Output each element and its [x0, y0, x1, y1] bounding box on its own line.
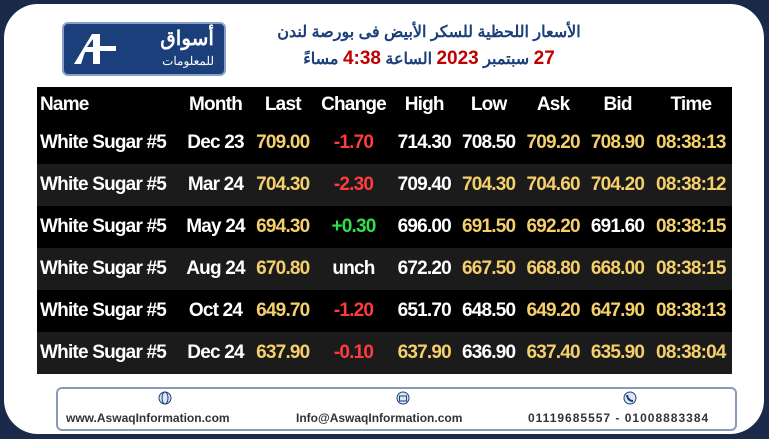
table-cell: 08:38:13 [656, 132, 726, 153]
date-part: 27 [533, 48, 555, 69]
title: الأسعار اللحظية للسكر الأبيض فى بورصة لن… [277, 24, 581, 41]
table-cell: 704.60 [520, 164, 586, 206]
table-cell: 691.50 [462, 216, 516, 237]
table-cell: -1.70 [333, 132, 374, 153]
table-cell: 08:38:13 [656, 300, 726, 321]
table-cell: 704.30 [456, 164, 521, 206]
email: Info@AswaqInformation.com [296, 411, 463, 425]
column-header: Last [264, 93, 302, 115]
column-header: Bid [603, 93, 632, 115]
column-header: Time [670, 93, 712, 115]
footer: www.AswaqInformation.com Info@AswaqInfor… [56, 387, 737, 431]
table-cell: 667.50 [456, 248, 521, 290]
table-row: White Sugar #5 May 24 694.30 +0.30 696.00 691… [37, 206, 732, 248]
table-cell: -0.10 [315, 332, 393, 374]
table-cell: 709.40 [392, 164, 457, 206]
table-cell: 637.40 [520, 332, 586, 374]
table-cell: 670.80 [250, 248, 316, 290]
column-header: Month [189, 93, 243, 115]
column-header: Low [470, 93, 507, 115]
logo-icon [74, 34, 116, 64]
table-cell: 651.70 [397, 300, 452, 321]
table-cell: White Sugar #5 [40, 300, 167, 321]
column-header: High [404, 93, 445, 115]
phone: 01119685557 - 01008883384 [528, 411, 710, 425]
table-cell: 635.90 [585, 332, 650, 374]
table-cell: -1.20 [333, 300, 374, 321]
date-part: 4:38 [342, 48, 381, 69]
table-cell: unch [315, 248, 393, 290]
date-part: 2023 [436, 48, 479, 69]
column-header: Change [321, 93, 387, 115]
table-cell: 691.60 [590, 216, 645, 237]
table-cell: 704.20 [585, 164, 650, 206]
table-cell: Dec 24 [180, 332, 251, 374]
table-cell: 08:38:15 [649, 248, 732, 290]
phone-icon [623, 391, 637, 405]
table-cell: 637.90 [392, 332, 457, 374]
table-cell: 704.30 [250, 164, 316, 206]
table-cell: 692.20 [526, 216, 580, 237]
table-cell: 668.00 [585, 248, 650, 290]
date-part: مساءً [303, 51, 339, 68]
table-cell: 708.50 [462, 132, 516, 153]
table-row: White Sugar #5 Dec 23 709.00 -1.70 714.30 708… [37, 122, 732, 164]
table-cell: White Sugar #5 [40, 132, 167, 153]
web-icon [158, 391, 172, 405]
table-cell: 694.30 [256, 216, 310, 237]
table-cell: May 24 [186, 216, 245, 237]
table-cell: 637.90 [250, 332, 316, 374]
column-header: Name [40, 93, 89, 115]
table-row: White Sugar #5 Aug 24 670.80 unch 672.20 667.… [37, 248, 732, 290]
website: www.AswaqInformation.com [66, 411, 230, 425]
logo-name: أسواق [160, 28, 214, 50]
table-cell: Mar 24 [180, 164, 251, 206]
table-cell: 708.90 [590, 132, 645, 153]
table-cell: White Sugar #5 [37, 248, 181, 290]
date-line: 27 سبتمبر 2023 الساعة 4:38 مساءً [214, 48, 644, 70]
header-row: Name Month Last Change High Low Ask Bid Time [37, 87, 732, 122]
date-part: الساعة [385, 51, 433, 68]
table-row: White Sugar #5 Oct 24 649.70 -1.20 651.70 648… [37, 290, 732, 332]
table-cell: Oct 24 [188, 300, 243, 321]
column-header: Ask [536, 93, 570, 115]
table-cell: 668.80 [520, 248, 586, 290]
table-cell: 714.30 [397, 132, 452, 153]
table-cell: 08:38:12 [649, 164, 732, 206]
table-cell: White Sugar #5 [37, 164, 181, 206]
logo: أسواق للمعلومات [62, 22, 226, 76]
table-cell: 08:38:04 [649, 332, 732, 374]
table-row: White Sugar #5 Mar 24 704.30 -2.30 709.40 704… [37, 164, 732, 206]
table-cell: 08:38:15 [656, 216, 726, 237]
table-cell: Dec 23 [187, 132, 244, 153]
date-part: سبتمبر [483, 51, 530, 68]
table-cell: Aug 24 [180, 248, 251, 290]
table-cell: White Sugar #5 [37, 332, 181, 374]
table-cell: 649.20 [526, 300, 580, 321]
email-icon [396, 391, 410, 405]
table-cell: 709.00 [256, 132, 310, 153]
table-row: White Sugar #5 Dec 24 637.90 -0.10 637.90 636… [37, 332, 732, 374]
table-cell: White Sugar #5 [40, 216, 167, 237]
table-cell: 636.90 [456, 332, 521, 374]
table-cell: -2.30 [315, 164, 393, 206]
table-cell: +0.30 [331, 216, 376, 237]
price-table: Name Month Last Change High Low Ask Bid Time Whit… [37, 87, 732, 374]
logo-subtitle: للمعلومات [162, 54, 214, 68]
table-cell: 648.50 [462, 300, 516, 321]
table-cell: 672.20 [392, 248, 457, 290]
table-cell: 709.20 [526, 132, 580, 153]
table-cell: 696.00 [397, 216, 452, 237]
table-cell: 647.90 [590, 300, 645, 321]
panel: أسواق للمعلومات الأسعار اللحظية للسكر ال… [4, 4, 764, 434]
table-cell: 649.70 [256, 300, 310, 321]
